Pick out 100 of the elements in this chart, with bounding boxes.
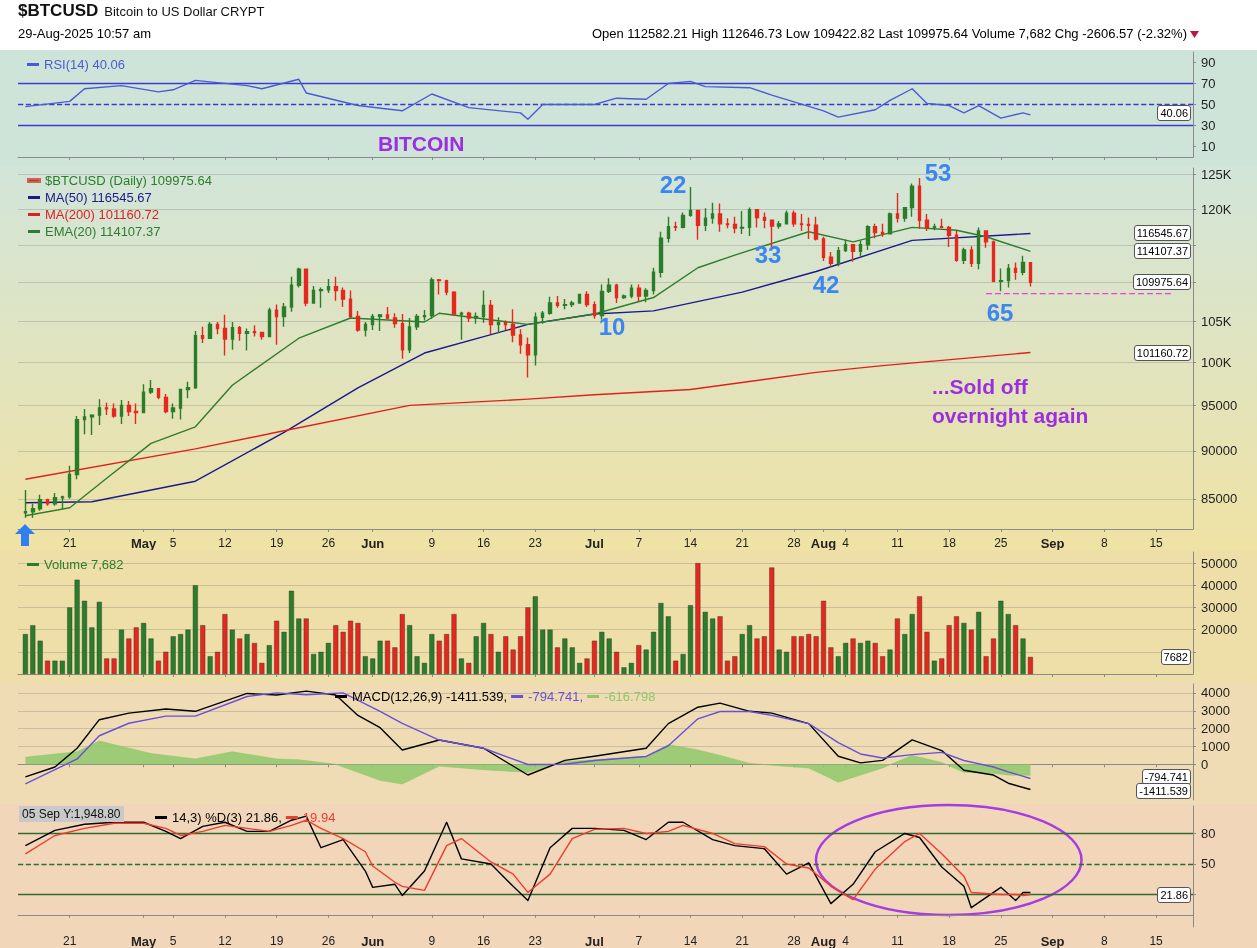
candlestick <box>473 311 479 325</box>
candlestick <box>606 277 612 294</box>
candlestick <box>769 218 775 248</box>
candlestick <box>207 321 213 340</box>
bar <box>348 620 354 674</box>
candlestick <box>880 223 885 238</box>
annotation: 101160.72 <box>1133 345 1191 361</box>
x-tick-label: 21 <box>63 536 77 550</box>
candlestick <box>666 216 671 244</box>
candlestick <box>111 402 117 419</box>
x-tick-label: 16 <box>476 934 491 948</box>
line-series <box>24 351 1032 480</box>
y-tick-label: 20000 <box>1201 622 1238 638</box>
candlestick <box>244 327 250 352</box>
x-tick-label: 7 <box>635 536 643 550</box>
y-tick-label: 80 <box>1201 825 1216 841</box>
candlestick <box>67 465 72 500</box>
candlestick <box>813 216 819 242</box>
legend-label: MA(200) 101160.72 <box>45 207 159 222</box>
legend-label: EMA(20) 114107.37 <box>45 224 161 239</box>
candlestick <box>562 298 568 310</box>
candlestick <box>533 311 538 367</box>
bar <box>22 634 28 674</box>
annotation: BITCOIN <box>378 132 465 156</box>
legend-label: 19.94 <box>302 810 336 825</box>
candlestick <box>547 296 553 316</box>
x-tick-label: 18 <box>942 536 957 550</box>
candlestick <box>961 247 967 265</box>
y-tick-label: 30 <box>1201 118 1216 133</box>
bar <box>385 640 390 674</box>
y-tick-label: 50000 <box>1201 555 1238 571</box>
bar <box>687 605 693 674</box>
y-tick-label: 2000 <box>1201 721 1230 737</box>
candlestick <box>326 278 331 294</box>
x-tick-label: 23 <box>528 536 543 550</box>
candlestick <box>651 267 656 296</box>
candlestick <box>776 220 782 230</box>
x-tick-label: 8 <box>1100 536 1108 550</box>
bar <box>990 638 996 674</box>
candlestick <box>1006 263 1011 289</box>
candlestick <box>481 289 486 324</box>
candlestick <box>983 229 989 249</box>
candlestick <box>850 243 856 263</box>
candlestick <box>784 209 789 226</box>
text: Bitcoin to US Dollar CRYPT <box>104 4 265 19</box>
annotation: -1411.539 <box>1136 783 1191 799</box>
x-tick-label: 12 <box>218 934 232 948</box>
candlestick <box>680 211 686 229</box>
candlestick <box>104 401 109 416</box>
x-tick-label: Aug <box>810 934 837 948</box>
y-tick-label: 0 <box>1201 756 1209 772</box>
candlestick <box>969 245 974 268</box>
candlestick <box>525 336 531 379</box>
candlestick <box>1013 261 1018 281</box>
candlestick <box>703 207 708 232</box>
candlestick <box>710 202 715 225</box>
candlestick <box>193 330 198 390</box>
x-tick-label: Jun <box>361 536 385 551</box>
candlestick <box>747 206 752 237</box>
bar <box>857 642 863 674</box>
x-tick-label: Jul <box>585 536 604 551</box>
candlestick <box>222 314 228 357</box>
x-tick-label: 14 <box>683 536 698 550</box>
candlestick <box>230 321 235 351</box>
candlestick <box>37 494 43 512</box>
y-tick-label: 90 <box>1201 55 1216 70</box>
candlestick <box>252 324 257 338</box>
candlestick <box>821 236 826 262</box>
candlestick <box>377 313 383 332</box>
x-tick-label: 4 <box>842 536 850 550</box>
candlestick <box>998 267 1004 293</box>
y-tick-label: 40000 <box>1201 577 1238 593</box>
candlestick <box>836 246 841 267</box>
candlestick <box>237 325 242 342</box>
annotation: 40.06 <box>1157 105 1191 121</box>
x-tick-label: 5 <box>169 934 177 948</box>
candlestick <box>281 302 287 328</box>
bar <box>251 642 257 674</box>
candlestick <box>858 239 863 258</box>
candlestick <box>318 286 324 309</box>
candlestick <box>621 293 627 300</box>
line-series <box>24 78 1032 120</box>
candlestick <box>355 310 361 333</box>
y-tick-label: 90000 <box>1201 443 1238 459</box>
candlestick <box>496 316 501 335</box>
candlestick <box>170 402 176 420</box>
x-tick-label: 21 <box>735 536 750 550</box>
x-tick-label: Jul <box>585 934 604 948</box>
candlestick <box>60 495 65 510</box>
x-tick-label: 11 <box>891 536 904 550</box>
candlestick <box>407 317 412 354</box>
y-tick-label: 30000 <box>1201 599 1238 615</box>
legend-label: 14,3) %D(3) 21.86, <box>172 810 282 825</box>
x-tick-label: 21 <box>735 934 750 948</box>
x-tick-label: 5 <box>169 536 177 550</box>
candlestick <box>178 387 183 421</box>
y-tick-label: 105K <box>1201 313 1232 329</box>
y-tick-label: 50 <box>1201 97 1216 112</box>
x-tick-label: 26 <box>321 536 336 550</box>
bar <box>215 651 221 674</box>
